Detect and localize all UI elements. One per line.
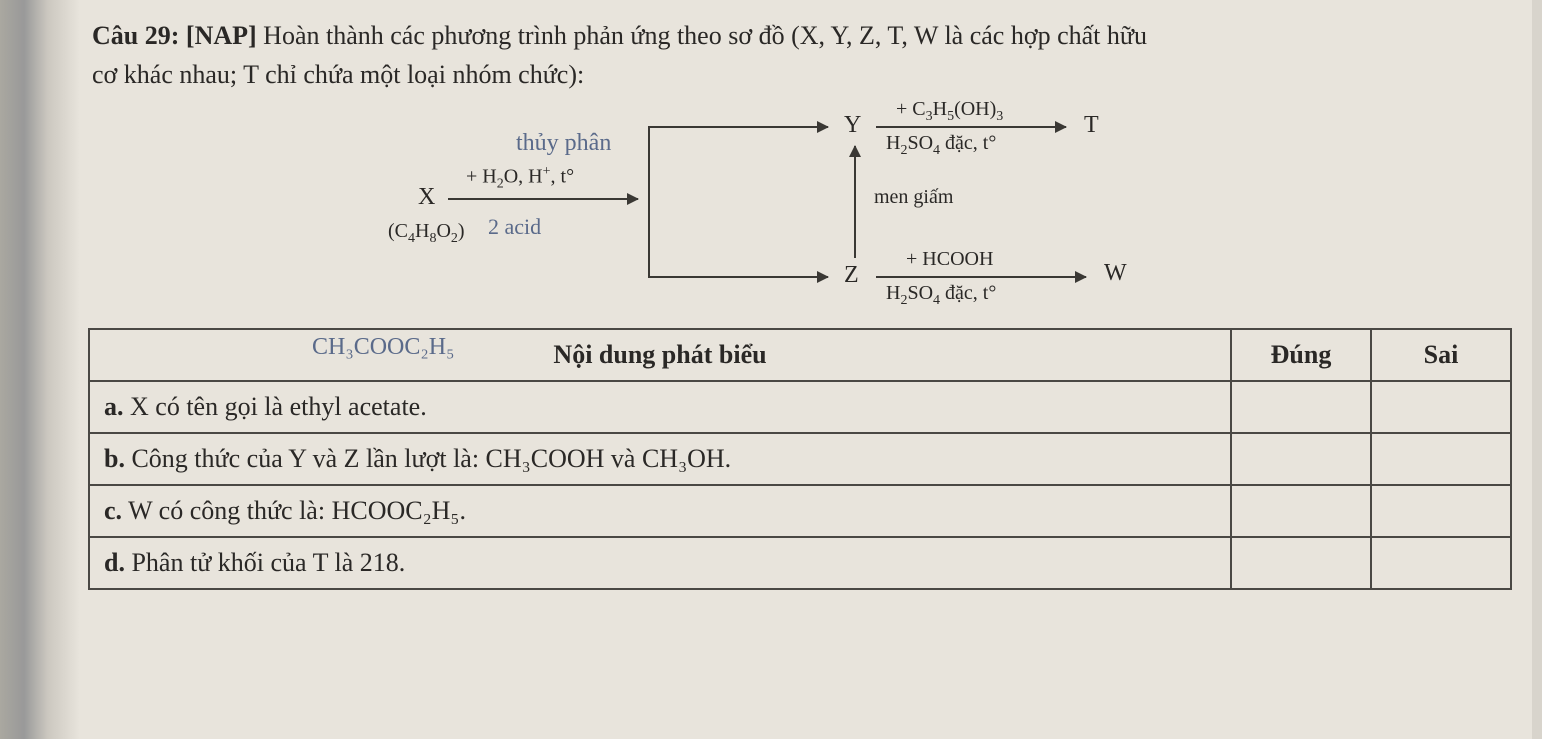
handwriting-ch3cooc2h5: CH₃COOC₂H₅ [312, 334, 454, 361]
node-w: W [1104, 260, 1127, 287]
z-to-w-bottom: H2SO4 đặc, t° [886, 282, 996, 309]
node-y: Y [844, 112, 861, 139]
cell-sai[interactable] [1371, 485, 1511, 537]
cell-statement: c. W có công thức là: HCOOC₂H₅. [89, 485, 1231, 537]
y-to-t-bottom: H2SO4 đặc, t° [886, 132, 996, 159]
node-t: T [1084, 112, 1099, 139]
question-number: Câu 29: [92, 21, 179, 50]
handwriting-two-acid: 2 acid [488, 214, 541, 240]
cell-dung[interactable] [1231, 537, 1371, 589]
z-to-w-top: + HCOOH [906, 248, 993, 271]
cell-dung[interactable] [1231, 381, 1371, 433]
node-z: Z [844, 262, 859, 289]
col-header-statement: Nội dung phát biểu [89, 329, 1231, 381]
cell-statement: d. Phân tử khối của T là 218. [89, 537, 1231, 589]
statements-table: Nội dung phát biểu Đúng Sai a. X có tên … [88, 328, 1512, 590]
z-to-y-label: men giấm [874, 186, 953, 209]
cell-dung[interactable] [1231, 485, 1371, 537]
node-x-formula: (C4H8O2) [388, 220, 465, 247]
question-header: Câu 29: [NAP] Hoàn thành các phương trìn… [88, 10, 1512, 98]
table-row: b. Công thức của Y và Z lần lượt là: CH₃… [89, 433, 1511, 485]
cell-sai[interactable] [1371, 537, 1511, 589]
y-to-t-top: + C3H5(OH)3 [896, 98, 1003, 125]
table-row: c. W có công thức là: HCOOC₂H₅. [89, 485, 1511, 537]
question-text-1: Hoàn thành các phương trình phản ứng the… [263, 21, 1147, 50]
x-arrow-label: + H2O, H+, t° [466, 164, 574, 193]
handwriting-thuy-phan: thủy phân [516, 130, 611, 157]
table-row: d. Phân tử khối của T là 218. [89, 537, 1511, 589]
node-x: X [418, 184, 435, 211]
cell-statement: a. X có tên gọi là ethyl acetate. [89, 381, 1231, 433]
table-row: a. X có tên gọi là ethyl acetate. [89, 381, 1511, 433]
col-header-dung: Đúng [1231, 329, 1371, 381]
reaction-scheme: X (C4H8O2) thủy phân + H2O, H+, t° 2 aci… [88, 102, 1512, 322]
cell-dung[interactable] [1231, 433, 1371, 485]
question-tag: [NAP] [186, 21, 257, 50]
cell-sai[interactable] [1371, 433, 1511, 485]
cell-sai[interactable] [1371, 381, 1511, 433]
col-header-sai: Sai [1371, 329, 1511, 381]
cell-statement: b. Công thức của Y và Z lần lượt là: CH₃… [89, 433, 1231, 485]
question-text-2: cơ khác nhau; T chỉ chứa một loại nhóm c… [92, 60, 584, 89]
